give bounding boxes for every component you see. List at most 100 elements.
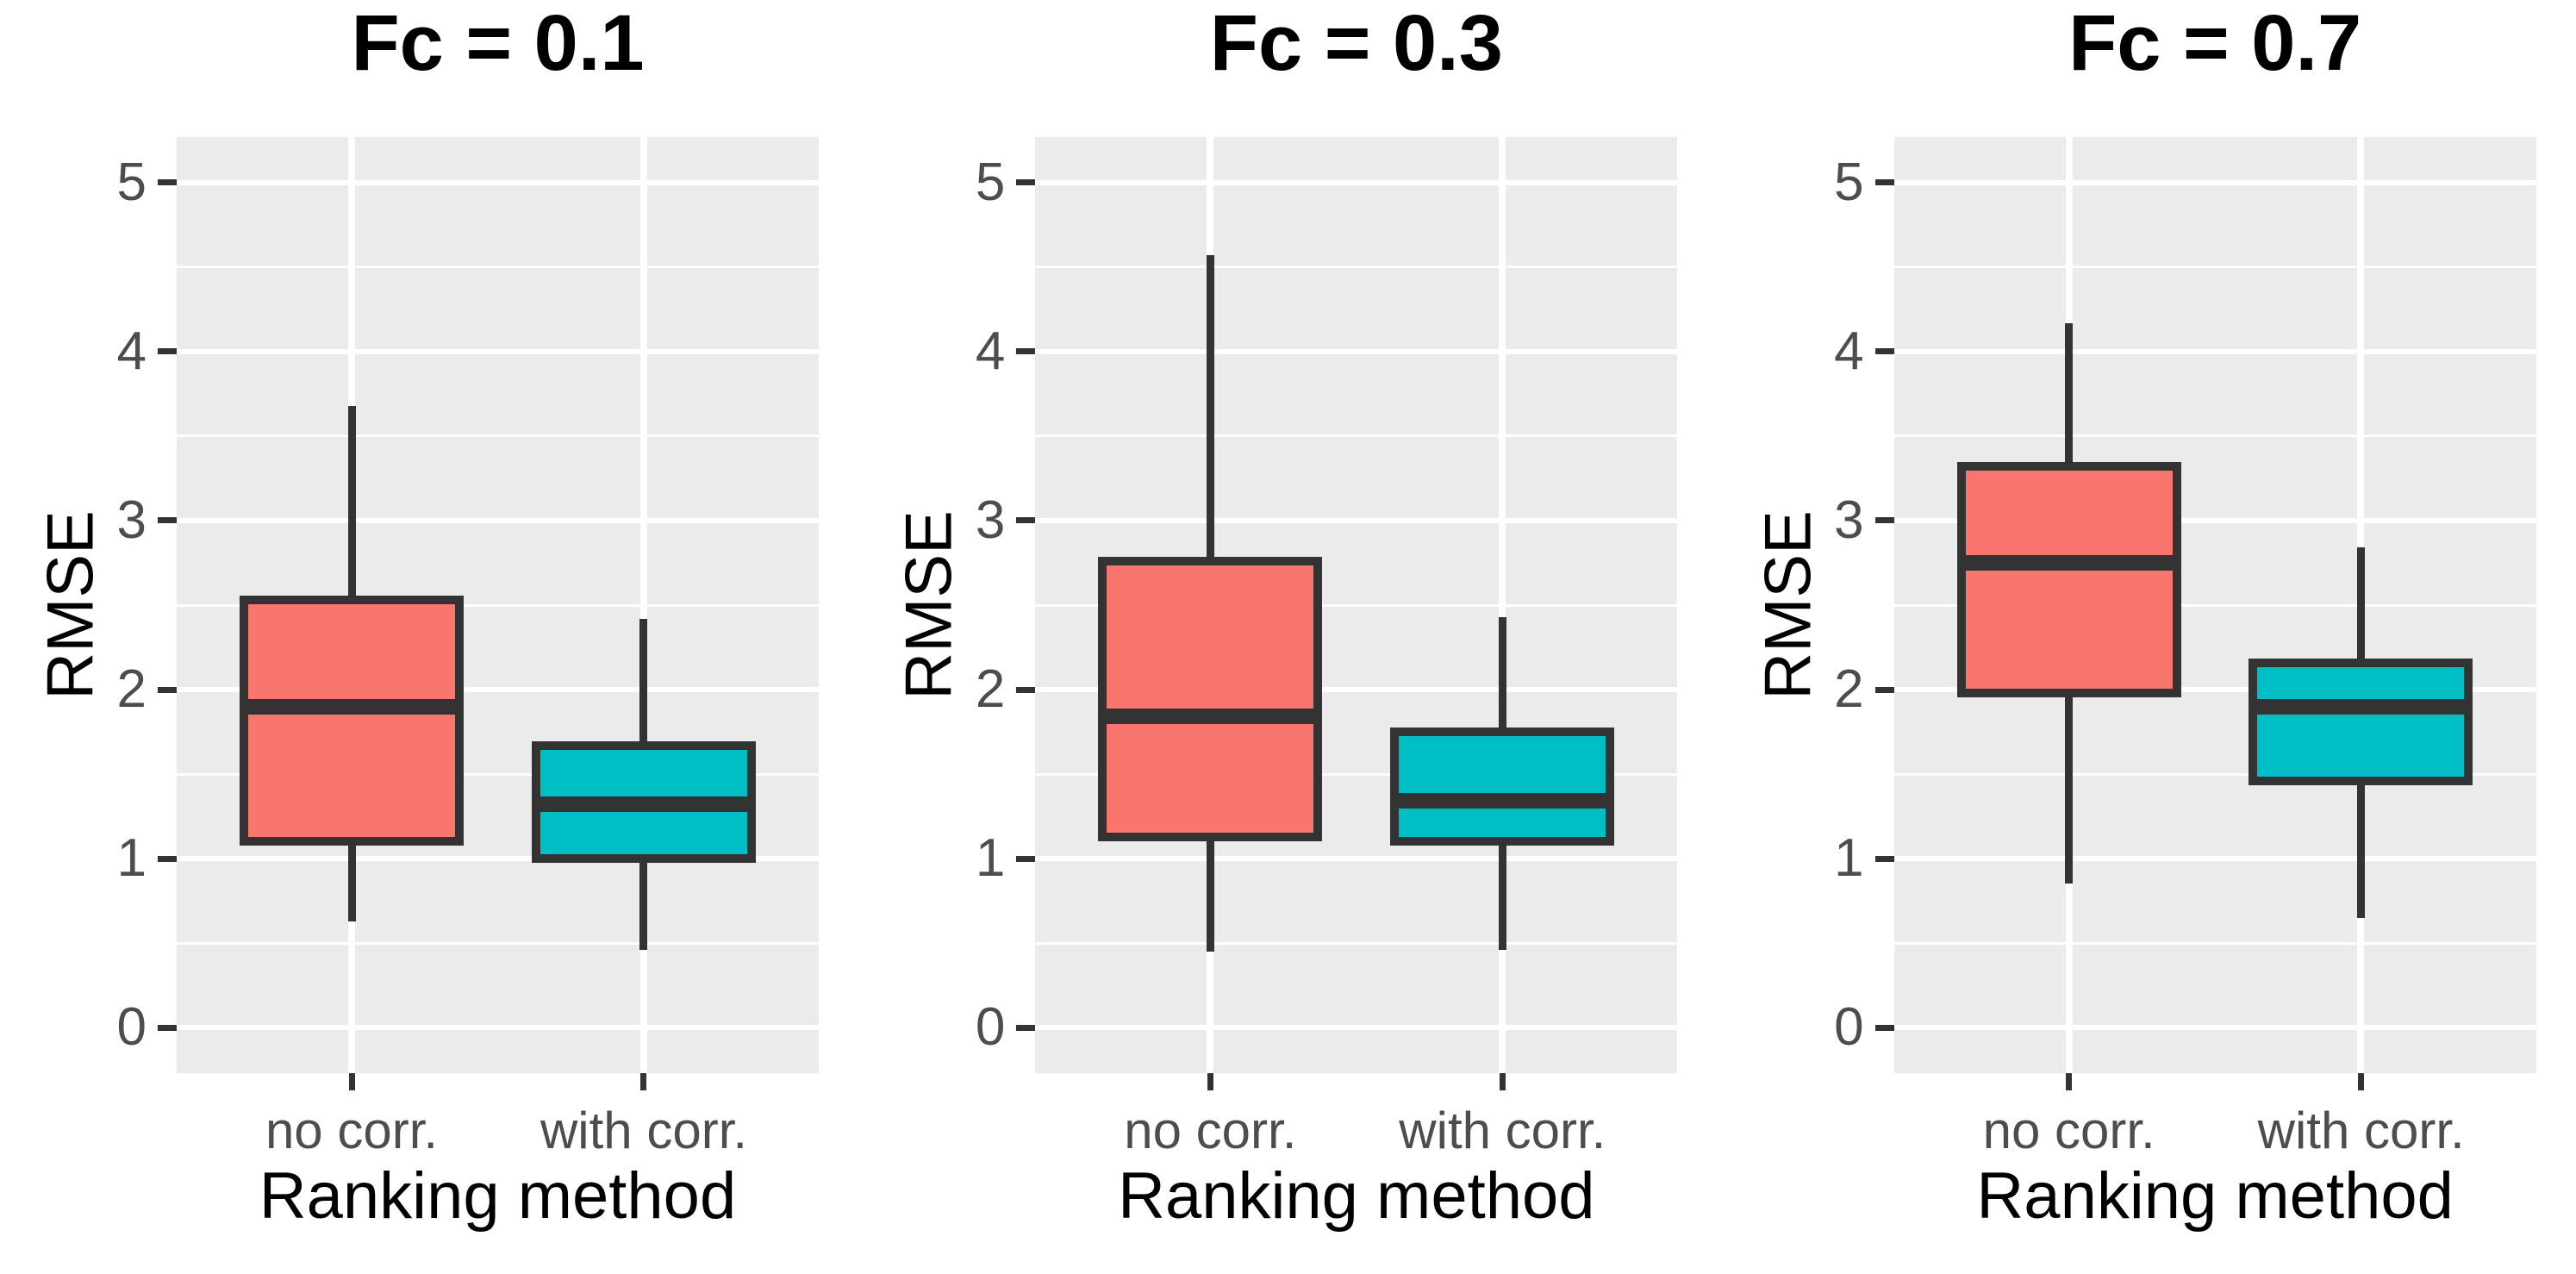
y-tick-mark	[1874, 1024, 1894, 1031]
x-tick-mark	[1207, 1073, 1213, 1090]
major-gridline	[1035, 687, 1678, 692]
minor-gridline	[1035, 265, 1678, 269]
y-tick-label: 5	[975, 152, 1006, 212]
y-tick-label: 4	[975, 321, 1006, 381]
category-gridline	[1499, 137, 1506, 1073]
median-line	[1098, 709, 1323, 725]
iqr-box	[1098, 557, 1323, 841]
panel-title: Fc = 0.3	[1209, 0, 1503, 87]
iqr-box	[240, 596, 465, 846]
x-tick-mark	[1499, 1073, 1506, 1090]
y-tick-label: 2	[116, 659, 147, 719]
x-tick-label: with corr.	[1399, 1102, 1606, 1159]
y-tick-label: 1	[975, 828, 1006, 889]
x-tick-mark	[640, 1073, 647, 1090]
plot-area	[1893, 137, 2536, 1073]
y-tick-label: 3	[975, 490, 1006, 550]
iqr-box	[2249, 658, 2473, 785]
major-gridline	[1893, 1025, 2536, 1031]
major-gridline	[1893, 856, 2536, 862]
median-line	[240, 698, 465, 715]
minor-gridline	[1893, 941, 2536, 945]
y-tick-mark	[158, 179, 177, 186]
category-gridline	[639, 137, 647, 1073]
y-tick-label: 0	[1834, 997, 1864, 1058]
y-tick-mark	[1016, 517, 1036, 524]
major-gridline	[177, 348, 819, 354]
y-tick-mark	[1874, 348, 1894, 355]
x-tick-label: with corr.	[540, 1102, 748, 1159]
plot-area	[177, 137, 819, 1073]
minor-gridline	[1893, 603, 2536, 607]
x-tick-label: no corr.	[265, 1102, 439, 1159]
x-axis-title: Ranking method	[259, 1159, 737, 1233]
major-gridline	[1035, 1025, 1678, 1031]
plot-area	[1035, 137, 1678, 1073]
major-gridline	[1893, 517, 2536, 523]
x-tick-mark	[2066, 1073, 2073, 1090]
panel-title: Fc = 0.7	[2068, 0, 2362, 87]
x-tick-label: with corr.	[2257, 1102, 2465, 1159]
major-gridline	[1035, 856, 1678, 862]
y-tick-mark	[1874, 686, 1894, 693]
major-gridline	[177, 179, 819, 185]
minor-gridline	[177, 434, 819, 438]
y-tick-mark	[1016, 1024, 1036, 1031]
major-gridline	[1893, 179, 2536, 185]
major-gridline	[177, 1025, 819, 1031]
y-tick-label: 5	[1834, 152, 1864, 212]
x-tick-mark	[2357, 1073, 2364, 1090]
y-tick-mark	[1874, 179, 1894, 186]
x-axis-title: Ranking method	[1976, 1159, 2454, 1233]
y-tick-label: 0	[116, 997, 147, 1058]
y-tick-mark	[1874, 517, 1894, 524]
x-tick-mark	[348, 1073, 355, 1090]
y-tick-mark	[1016, 179, 1036, 186]
y-tick-mark	[1016, 686, 1036, 693]
y-tick-label: 2	[1834, 659, 1864, 719]
iqr-box	[1390, 728, 1615, 846]
minor-gridline	[1893, 772, 2536, 776]
minor-gridline	[1035, 603, 1678, 607]
panel-fc-0.3: Fc = 0.3 RMSE no corr. with corr. Rankin…	[858, 0, 1717, 1274]
y-tick-mark	[1016, 855, 1036, 862]
panel-fc-0.7: Fc = 0.7 RMSE no corr. with corr. Rankin…	[1718, 0, 2576, 1274]
minor-gridline	[177, 772, 819, 776]
y-tick-label: 3	[116, 490, 147, 550]
y-tick-label: 1	[116, 828, 147, 889]
major-gridline	[177, 517, 819, 523]
y-tick-mark	[1874, 855, 1894, 862]
median-line	[1390, 793, 1615, 809]
minor-gridline	[1893, 434, 2536, 438]
y-tick-mark	[158, 517, 177, 524]
minor-gridline	[1035, 434, 1678, 438]
minor-gridline	[177, 265, 819, 269]
x-axis-title: Ranking method	[1118, 1159, 1595, 1233]
minor-gridline	[177, 941, 819, 945]
minor-gridline	[177, 603, 819, 607]
y-tick-label: 2	[975, 659, 1006, 719]
y-tick-label: 3	[1834, 490, 1864, 550]
minor-gridline	[1035, 772, 1678, 776]
x-tick-label: no corr.	[1124, 1102, 1297, 1159]
y-tick-mark	[158, 855, 177, 862]
major-gridline	[1893, 687, 2536, 692]
major-gridline	[177, 856, 819, 862]
major-gridline	[1035, 179, 1678, 185]
median-line	[531, 796, 756, 813]
panel-title: Fc = 0.1	[351, 0, 645, 87]
y-tick-label: 4	[1834, 321, 1864, 381]
y-tick-label: 4	[116, 321, 147, 381]
minor-gridline	[1893, 265, 2536, 269]
major-gridline	[1893, 348, 2536, 354]
y-tick-mark	[158, 686, 177, 693]
y-tick-label: 5	[116, 152, 147, 212]
major-gridline	[1035, 517, 1678, 523]
minor-gridline	[1035, 941, 1678, 945]
median-line	[2249, 698, 2473, 715]
y-tick-mark	[158, 1024, 177, 1031]
y-tick-label: 0	[975, 997, 1006, 1058]
y-tick-label: 1	[1834, 828, 1864, 889]
x-tick-label: no corr.	[1982, 1102, 2155, 1159]
